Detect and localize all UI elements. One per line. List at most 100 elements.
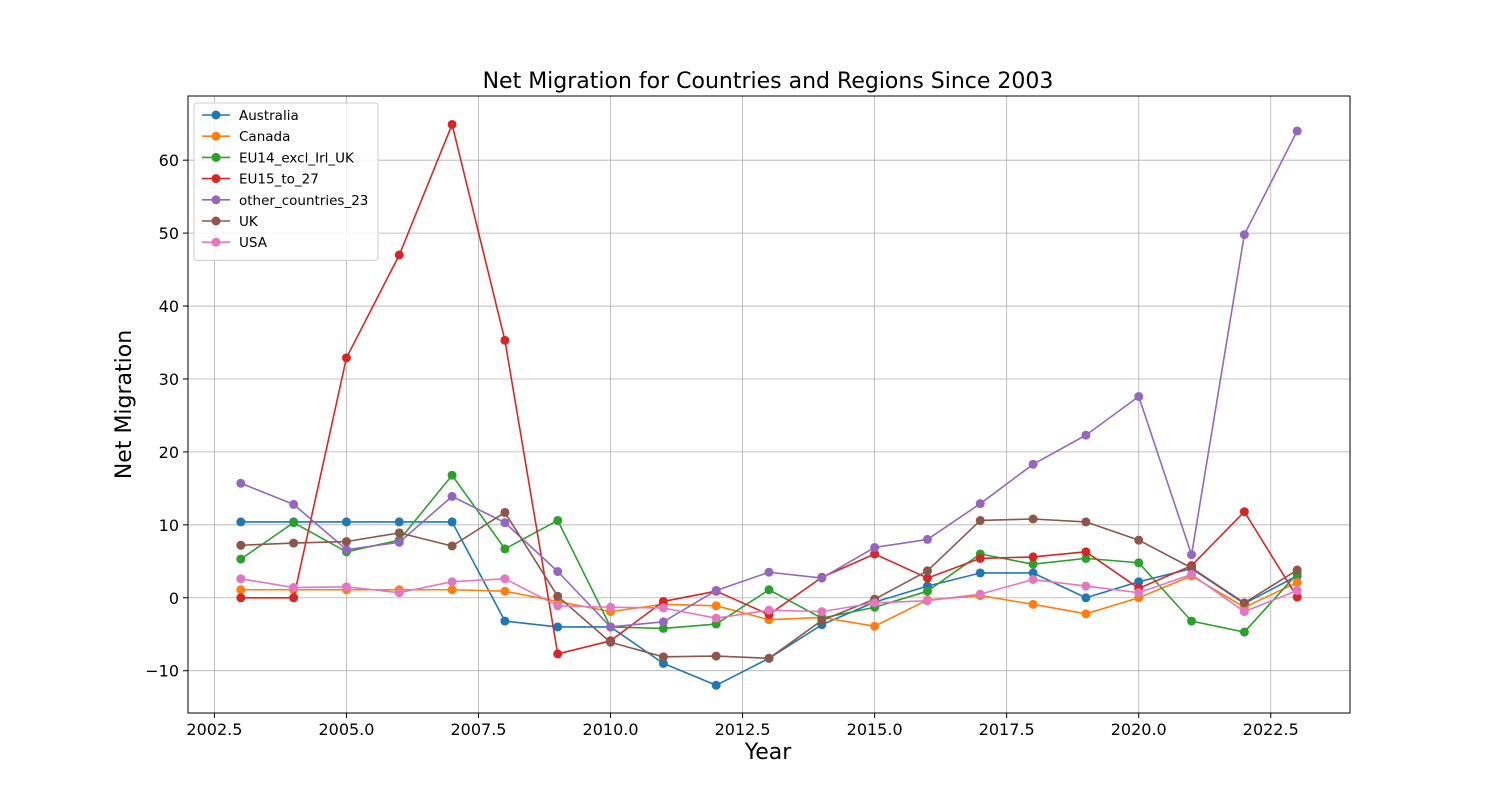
data-point	[341, 353, 351, 363]
data-point	[1187, 616, 1197, 626]
x-tick-label: 2015.0	[847, 720, 903, 739]
data-point	[1028, 459, 1038, 469]
data-point	[394, 517, 404, 527]
legend-label: EU15_to_27	[239, 172, 319, 188]
series-USA	[236, 569, 1302, 623]
legend-label: Canada	[239, 129, 290, 145]
data-point	[236, 478, 246, 488]
data-point	[447, 470, 457, 480]
data-point	[606, 622, 616, 632]
y-axis-title: Net Migration	[112, 330, 137, 479]
data-point	[341, 517, 351, 527]
data-point	[1134, 588, 1144, 598]
x-axis: 2002.5 2005.0 2007.5 2010.0 2012.5 2015.0 2017…	[186, 713, 1299, 739]
data-point	[500, 616, 510, 626]
y-tick-label: −10	[145, 662, 179, 681]
data-point	[922, 573, 932, 583]
data-point	[289, 583, 299, 593]
legend-label: other_countries_23	[239, 193, 368, 209]
data-point	[764, 567, 774, 577]
data-point	[500, 518, 510, 528]
data-point	[658, 623, 668, 633]
legend-label: USA	[239, 235, 268, 251]
y-tick-label: 60	[159, 151, 179, 170]
data-point	[553, 622, 563, 632]
plot-frame	[187, 95, 1351, 714]
data-point	[447, 119, 457, 129]
data-point	[764, 585, 774, 595]
data-point	[870, 542, 880, 552]
data-point	[1081, 593, 1091, 603]
data-point	[236, 554, 246, 564]
legend-item: USA	[202, 235, 268, 251]
data-point	[922, 566, 932, 576]
data-point	[1292, 126, 1302, 136]
data-point	[870, 598, 880, 608]
data-point	[500, 586, 510, 596]
data-point	[711, 601, 721, 611]
y-tick-label: 0	[169, 589, 179, 608]
legend-item: EU14_excl_Irl_UK	[202, 150, 355, 166]
data-point	[922, 596, 932, 606]
data-point	[764, 653, 774, 663]
series-UK	[236, 507, 1302, 663]
data-point	[236, 593, 246, 603]
data-point	[711, 651, 721, 661]
data-point	[1239, 230, 1249, 240]
data-point	[1134, 391, 1144, 401]
data-point	[1028, 568, 1038, 578]
legend-label: UK	[239, 214, 259, 230]
data-point	[975, 568, 985, 578]
data-point	[447, 577, 457, 587]
y-tick-label: 30	[159, 370, 179, 389]
data-point	[1081, 517, 1091, 527]
x-tick-label: 2017.5	[979, 720, 1035, 739]
data-point	[289, 518, 299, 528]
legend-label: Australia	[239, 108, 299, 124]
data-point	[1134, 577, 1144, 587]
legend-marker	[211, 237, 221, 247]
data-point	[711, 613, 721, 623]
series-other_countries_23	[236, 126, 1302, 632]
data-point	[236, 585, 246, 595]
data-point	[764, 605, 774, 615]
data-point	[1081, 553, 1091, 563]
data-point	[817, 573, 827, 583]
data-point	[817, 615, 827, 625]
legend-item: UK	[202, 214, 259, 230]
y-tick-label: 10	[159, 516, 179, 535]
data-point	[817, 607, 827, 617]
y-tick-label: 50	[159, 224, 179, 243]
legend-label: EU14_excl_Irl_UK	[239, 150, 355, 166]
data-point	[1028, 514, 1038, 524]
data-point	[922, 534, 932, 544]
data-point	[1134, 535, 1144, 545]
data-point	[658, 603, 668, 613]
data-point	[341, 537, 351, 547]
data-point	[500, 335, 510, 345]
data-point	[606, 602, 616, 612]
data-point	[1292, 577, 1302, 587]
data-point	[447, 541, 457, 551]
y-tick-label: 40	[159, 297, 179, 316]
grid	[188, 96, 1350, 713]
data-point	[658, 652, 668, 662]
data-point	[1134, 558, 1144, 568]
data-point	[553, 601, 563, 611]
legend-item: Canada	[202, 129, 290, 145]
data-point	[1187, 563, 1197, 573]
data-point	[975, 499, 985, 509]
data-point	[1239, 607, 1249, 617]
data-point	[447, 517, 457, 527]
plot-area	[187, 95, 1351, 714]
data-point	[500, 574, 510, 584]
data-point	[394, 588, 404, 598]
data-point	[553, 567, 563, 577]
data-point	[394, 537, 404, 547]
data-point	[1239, 598, 1249, 608]
data-point	[447, 491, 457, 501]
legend: Australia Canada EU14_excl_Irl_UK EU15_to_2…	[193, 102, 379, 261]
data-point	[1028, 599, 1038, 609]
data-point	[289, 593, 299, 603]
data-point	[1292, 585, 1302, 595]
